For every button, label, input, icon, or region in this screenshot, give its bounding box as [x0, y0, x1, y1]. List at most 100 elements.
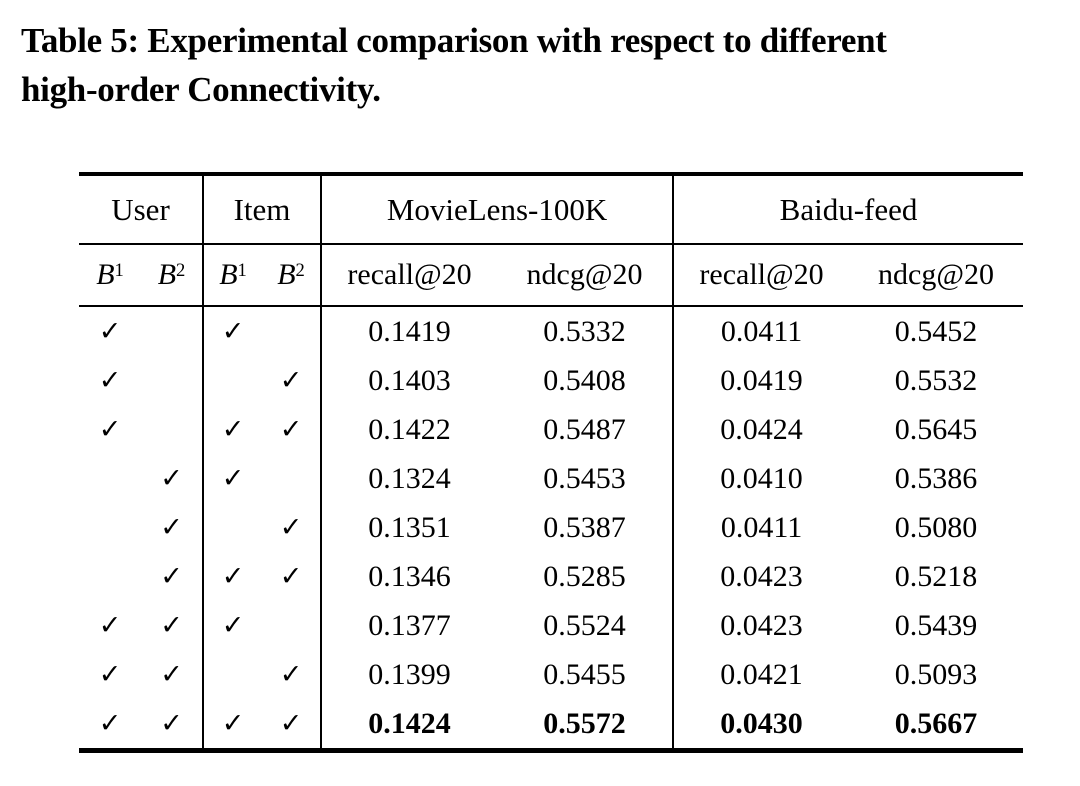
group-header-baidu: Baidu-feed: [672, 174, 1024, 245]
check-item-b2: ✓: [279, 708, 303, 739]
value-baidu-recall: 0.0410: [672, 454, 850, 503]
check-user-b1: ✓: [98, 659, 122, 690]
check-item-b2: ✓: [279, 512, 303, 543]
table-row-best: ✓ ✓ ✓ ✓ 0.1424 0.5572 0.0430 0.5667: [79, 699, 1023, 751]
subheader-user-b2: B2: [141, 244, 204, 307]
value-baidu-recall: 0.0423: [672, 601, 850, 650]
check-item-b1: ✓: [202, 601, 263, 650]
table-row: ✓ ✓ 0.1324 0.5453 0.0410 0.5386: [79, 454, 1023, 503]
value-ml-recall: 0.1419: [320, 306, 498, 356]
check-user-b2: ✓: [160, 463, 183, 494]
check-item-b1: ✓: [202, 306, 263, 356]
subheader-user-b1: B1: [79, 244, 141, 307]
value-ml-recall: 0.1399: [320, 650, 498, 699]
value-baidu-recall: 0.0411: [672, 503, 850, 552]
table-row: ✓ ✓ ✓ 0.1399 0.5455 0.0421 0.5093: [79, 650, 1023, 699]
sub-header-row: B1 B2 B1 B2 recall@20 ndcg@20 recall@20 …: [79, 244, 1024, 307]
b2-symbol: B: [277, 258, 296, 291]
table-row: ✓ ✓ 0.1419 0.5332 0.0411 0.5452: [79, 306, 1023, 356]
value-ml-ndcg: 0.5285: [543, 559, 626, 593]
check-user-b2: ✓: [160, 708, 183, 739]
table-row: ✓ ✓ ✓ 0.1377 0.5524 0.0423 0.5439: [79, 601, 1023, 650]
value-ml-recall: 0.1377: [320, 601, 498, 650]
subheader-ml-ndcg: ndcg@20: [497, 244, 674, 307]
value-baidu-recall: 0.0423: [672, 552, 850, 601]
results-table: User Item MovieLens-100K Baidu-feed B1 B…: [79, 172, 1024, 753]
b1-symbol: B: [219, 258, 238, 291]
check-item-b1: [202, 650, 263, 699]
check-user-b1: [79, 454, 141, 503]
value-ml-recall: 0.1346: [320, 552, 498, 601]
value-baidu-recall: 0.0424: [672, 405, 850, 454]
check-item-b2: [262, 454, 321, 503]
check-user-b1: ✓: [98, 365, 122, 396]
subheader-baidu-recall: recall@20: [672, 244, 850, 307]
group-header-item: Item: [202, 174, 322, 245]
check-user-b2: ✓: [160, 610, 183, 641]
subheader-baidu-ndcg: ndcg@20: [849, 244, 1024, 307]
value-ml-ndcg: 0.5453: [543, 461, 626, 495]
table-row: ✓ ✓ 0.1403 0.5408 0.0419 0.5532: [79, 356, 1023, 405]
check-item-b1: ✓: [202, 454, 263, 503]
check-item-b2: ✓: [279, 659, 303, 690]
value-ml-ndcg: 0.5524: [543, 608, 626, 642]
caption-line-2: high-order Connectivity.: [21, 70, 381, 109]
caption-line-1: Table 5: Experimental comparison with re…: [21, 21, 887, 60]
table-caption: Table 5: Experimental comparison with re…: [21, 16, 887, 114]
value-ml-recall: 0.1424: [320, 699, 498, 751]
check-user-b1: [79, 503, 141, 552]
value-baidu-ndcg: 0.5452: [894, 314, 978, 348]
table-row: ✓ ✓ 0.1351 0.5387 0.0411 0.5080: [79, 503, 1023, 552]
check-user-b1: ✓: [98, 414, 122, 445]
group-header-user: User: [79, 174, 204, 245]
check-item-b2: ✓: [279, 414, 303, 445]
value-ml-ndcg: 0.5572: [543, 706, 626, 740]
check-item-b1: [202, 503, 263, 552]
check-item-b1: ✓: [202, 405, 263, 454]
value-baidu-recall: 0.0411: [672, 306, 850, 356]
b1-superscript: 1: [114, 259, 124, 281]
value-baidu-ndcg: 0.5218: [894, 559, 978, 593]
value-baidu-ndcg: 0.5667: [894, 706, 978, 740]
value-baidu-ndcg: 0.5080: [894, 510, 978, 544]
value-baidu-recall: 0.0421: [672, 650, 850, 699]
subheader-item-b2: B2: [262, 244, 322, 307]
check-user-b1: ✓: [98, 610, 122, 641]
b2-superscript: 2: [295, 259, 305, 281]
check-item-b2: [262, 601, 321, 650]
check-user-b2: ✓: [160, 512, 183, 543]
table-row: ✓ ✓ ✓ 0.1346 0.5285 0.0423 0.5218: [79, 552, 1023, 601]
value-baidu-recall: 0.0419: [672, 356, 850, 405]
table-row: ✓ ✓ ✓ 0.1422 0.5487 0.0424 0.5645: [79, 405, 1023, 454]
subheader-item-b1: B1: [202, 244, 263, 307]
value-ml-ndcg: 0.5387: [543, 510, 626, 544]
value-baidu-ndcg: 0.5439: [894, 608, 978, 642]
check-user-b2: [141, 405, 203, 454]
value-baidu-ndcg: 0.5532: [894, 363, 978, 397]
value-ml-ndcg: 0.5332: [543, 314, 626, 348]
check-item-b1: ✓: [202, 552, 263, 601]
check-user-b2: ✓: [160, 659, 183, 690]
value-ml-ndcg: 0.5487: [543, 412, 626, 446]
check-item-b2: ✓: [279, 365, 303, 396]
check-item-b1: ✓: [202, 699, 263, 751]
value-ml-recall: 0.1324: [320, 454, 498, 503]
check-item-b1: [202, 356, 263, 405]
value-baidu-recall: 0.0430: [672, 699, 850, 751]
value-baidu-ndcg: 0.5093: [894, 657, 978, 691]
value-ml-recall: 0.1351: [320, 503, 498, 552]
check-user-b2: ✓: [160, 561, 183, 592]
check-user-b1: [79, 552, 141, 601]
check-item-b2: ✓: [279, 561, 303, 592]
b1-superscript: 1: [237, 259, 247, 281]
value-ml-recall: 0.1403: [320, 356, 498, 405]
b1-symbol: B: [96, 258, 115, 291]
b2-symbol: B: [157, 258, 177, 291]
check-user-b1: ✓: [98, 708, 122, 739]
group-header-movielens: MovieLens-100K: [320, 174, 674, 245]
b2-superscript: 2: [176, 259, 186, 281]
value-baidu-ndcg: 0.5645: [894, 412, 978, 446]
value-baidu-ndcg: 0.5386: [894, 461, 978, 495]
check-user-b2: [141, 356, 203, 405]
check-user-b2: [141, 306, 203, 356]
